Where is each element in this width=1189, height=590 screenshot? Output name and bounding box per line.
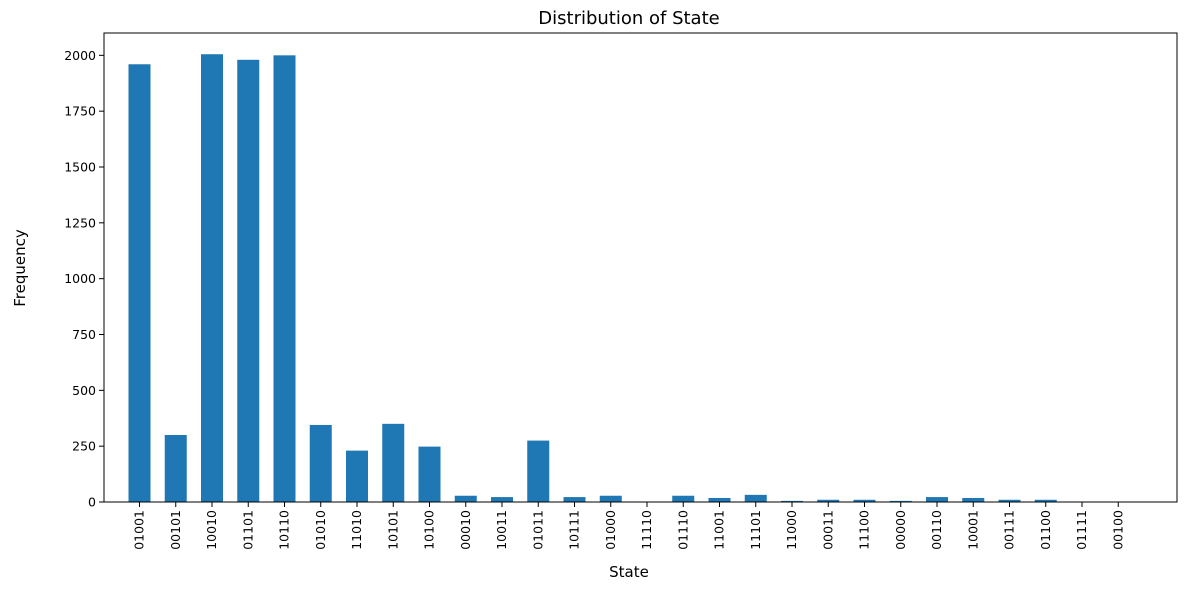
x-tick-label: 10001 bbox=[965, 510, 980, 550]
bar-11100 bbox=[853, 499, 876, 502]
bar-00011 bbox=[817, 499, 840, 502]
bar-00101 bbox=[164, 435, 187, 502]
x-tick-label: 00101 bbox=[168, 510, 183, 550]
bar-01100 bbox=[1034, 499, 1057, 502]
y-axis-label: Frequency bbox=[11, 229, 29, 307]
bar-00111 bbox=[998, 499, 1021, 502]
x-tick-label: 00011 bbox=[820, 510, 835, 550]
bar-11010 bbox=[346, 450, 368, 502]
bar-01011 bbox=[527, 440, 550, 502]
x-tick-label: 00000 bbox=[893, 510, 908, 550]
y-tick-label: 0 bbox=[88, 495, 96, 510]
bar-01101 bbox=[237, 59, 260, 503]
bar-01110 bbox=[672, 495, 695, 502]
x-tick-label: 11000 bbox=[784, 510, 799, 550]
x-tick-label: 11101 bbox=[748, 510, 763, 550]
bar-00010 bbox=[454, 495, 477, 502]
bar-10111 bbox=[563, 497, 586, 502]
bar-11101 bbox=[744, 494, 767, 502]
bar-00000 bbox=[889, 500, 912, 502]
y-axis: 0 250 500 750 1000 1250 1500 1750 2000 bbox=[64, 48, 104, 510]
bar-01001 bbox=[128, 64, 151, 503]
bar-10010 bbox=[201, 54, 223, 502]
x-tick-label: 10110 bbox=[277, 510, 292, 550]
y-tick-label: 1000 bbox=[64, 271, 96, 286]
x-tick-label: 10011 bbox=[494, 510, 509, 550]
bar-10100 bbox=[418, 446, 441, 502]
plot-frame bbox=[103, 32, 1178, 503]
bars-group bbox=[128, 54, 1130, 503]
x-tick-label: 11001 bbox=[712, 510, 727, 550]
x-tick-label: 01111 bbox=[1074, 510, 1089, 550]
x-tick-label: 01000 bbox=[603, 510, 618, 550]
y-tick-label: 1750 bbox=[64, 104, 96, 119]
bar-11000 bbox=[781, 500, 803, 502]
bar-10110 bbox=[273, 55, 296, 502]
x-tick-label: 10101 bbox=[385, 510, 400, 550]
x-tick-label: 10100 bbox=[422, 510, 437, 550]
x-tick-label: 01010 bbox=[313, 510, 328, 550]
x-tick-label: 00100 bbox=[1110, 510, 1125, 550]
x-tick-label: 11010 bbox=[349, 510, 364, 550]
x-axis-label: State bbox=[609, 563, 649, 581]
x-tick-label: 01001 bbox=[132, 510, 147, 550]
x-tick-label: 01110 bbox=[675, 510, 690, 550]
chart-title: Distribution of State bbox=[538, 8, 719, 29]
y-tick-label: 500 bbox=[72, 383, 96, 398]
bar-00110 bbox=[926, 497, 948, 502]
bar-01000 bbox=[599, 495, 622, 502]
y-tick-label: 750 bbox=[72, 327, 96, 342]
x-tick-label: 01011 bbox=[530, 510, 545, 550]
y-tick-label: 250 bbox=[72, 439, 96, 454]
x-tick-label: 10111 bbox=[567, 510, 582, 550]
bar-10101 bbox=[382, 423, 405, 502]
x-tick-label: 11110 bbox=[639, 510, 654, 550]
x-tick-label: 01100 bbox=[1038, 510, 1053, 550]
bar-10011 bbox=[491, 497, 513, 502]
x-tick-label: 10010 bbox=[204, 510, 219, 550]
x-tick-label: 00111 bbox=[1002, 510, 1017, 550]
x-axis: 01001 00101 10010 01101 10110 01010 11010 10101… bbox=[132, 502, 1125, 550]
bar-10001 bbox=[962, 497, 985, 502]
x-tick-label: 11100 bbox=[857, 510, 872, 550]
y-tick-label: 2000 bbox=[64, 48, 96, 63]
x-tick-label: 00010 bbox=[458, 510, 473, 550]
x-tick-label: 01101 bbox=[240, 510, 255, 550]
bar-01010 bbox=[309, 424, 332, 502]
x-tick-label: 00110 bbox=[929, 510, 944, 550]
bar-11001 bbox=[708, 497, 731, 502]
y-tick-label: 1500 bbox=[64, 160, 96, 175]
y-tick-label: 1250 bbox=[64, 215, 96, 230]
